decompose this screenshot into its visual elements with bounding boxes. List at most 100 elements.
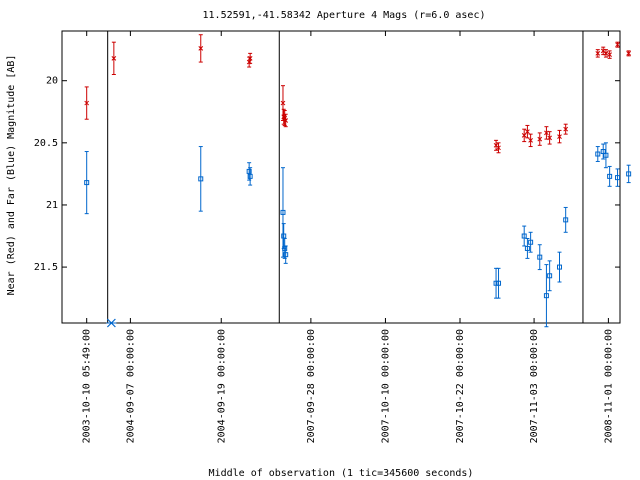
x-tick-label: 2004-09-07 00:00:00 — [125, 329, 136, 443]
data-point — [563, 206, 569, 233]
data-point — [543, 264, 549, 328]
data-point — [198, 146, 204, 212]
marker-square — [543, 293, 549, 299]
marker-square — [84, 180, 90, 186]
marker-x-b — [496, 145, 501, 151]
data-point — [603, 142, 609, 169]
data-point — [496, 267, 502, 299]
y-tick-label: 20.5 — [34, 138, 58, 149]
data-point — [283, 245, 289, 264]
data-point — [521, 225, 527, 247]
marker-square — [595, 151, 601, 157]
data-point — [111, 41, 117, 75]
y-axis-label: Near (Red) and Far (Blue) Magnitude [AB] — [6, 55, 17, 296]
chart-title: 11.52591,-41.58342 Aperture 4 Mags (r=6.… — [203, 10, 486, 21]
y-axis: 20 20.5 21 21.5 — [34, 76, 620, 273]
data-point — [247, 167, 253, 186]
plot-area — [61, 30, 621, 324]
data-point — [544, 126, 549, 140]
marker-x-b — [198, 46, 204, 51]
data-point — [615, 41, 620, 48]
data-point — [557, 129, 562, 144]
data-point — [600, 46, 606, 56]
marker-square — [537, 254, 543, 260]
marker-x-b — [247, 55, 253, 61]
x-tick-label: 2004-09-19 00:00:00 — [216, 329, 227, 443]
plot-frame — [61, 30, 621, 324]
y-tick-label: 21 — [46, 200, 58, 211]
series-0 — [84, 34, 631, 154]
marker-square — [547, 273, 553, 279]
data-point — [615, 168, 621, 187]
data-point — [563, 123, 569, 135]
marker-x-b — [595, 51, 601, 56]
marker-x-b — [493, 142, 499, 148]
marker-square — [247, 173, 253, 179]
marker-x-b — [615, 42, 620, 48]
marker-x-b — [528, 137, 533, 143]
marker-x-b — [603, 51, 609, 56]
data-point — [246, 162, 252, 181]
data-point — [547, 131, 552, 145]
data-point — [493, 139, 499, 151]
data-point — [525, 124, 530, 139]
marker-square — [283, 252, 289, 258]
marker-x-b — [521, 133, 527, 138]
marker-x-b — [84, 100, 90, 106]
marker-x-b — [111, 55, 117, 61]
marker-square — [280, 209, 286, 215]
data-point — [537, 132, 543, 146]
data-point — [547, 260, 553, 292]
data-point — [626, 164, 632, 184]
data-point — [528, 133, 533, 148]
x-tick-label: 2007-10-22 00:00:00 — [455, 329, 466, 443]
data-point — [283, 113, 289, 128]
x-tick-label: 2007-10-10 00:00:00 — [380, 329, 391, 443]
data-point — [247, 52, 253, 64]
data-point — [607, 165, 613, 187]
marker-x-b — [280, 100, 286, 106]
data-point — [557, 251, 563, 283]
x-tick-label: 2003-10-10 05:49:00 — [82, 329, 93, 443]
marker-square — [563, 217, 569, 223]
data-point — [521, 128, 527, 143]
data-point — [528, 231, 534, 253]
data-point — [607, 50, 612, 59]
data-point — [524, 238, 530, 259]
x-axis-label: Middle of observation (1 tic=345600 seco… — [209, 468, 474, 479]
marker-square — [600, 149, 606, 155]
marker-square — [528, 239, 534, 245]
marker-x-b — [525, 129, 530, 135]
offscale-marker — [106, 318, 117, 328]
marker-square — [615, 175, 621, 181]
marker-x-b — [547, 135, 552, 141]
x-tick-label: 2007-11-03 00:00:00 — [529, 329, 540, 443]
x-tick-label: 2007-09-28 00:00:00 — [306, 329, 317, 443]
data-marks — [84, 34, 632, 328]
series-1 — [84, 142, 632, 328]
data-point — [626, 50, 631, 57]
data-point — [280, 85, 286, 121]
x-axis: 2003-10-10 05:49:00 2004-09-07 00:00:00 20… — [82, 31, 614, 443]
marker-square — [603, 152, 609, 158]
data-point — [84, 151, 90, 215]
data-point — [595, 49, 601, 58]
marker-square — [198, 176, 204, 182]
marker-x-b — [557, 134, 562, 139]
data-point — [198, 34, 204, 63]
marker-square — [246, 168, 252, 174]
data-point — [603, 49, 609, 58]
data-point — [600, 143, 606, 160]
y-tick-label: 21.5 — [34, 262, 58, 273]
marker-x-b — [283, 118, 289, 123]
data-point — [84, 86, 90, 120]
y-tick-label: 20 — [46, 76, 58, 87]
data-point — [595, 146, 601, 162]
data-point — [496, 142, 501, 154]
data-point — [537, 244, 543, 271]
marker-x-b — [607, 52, 612, 57]
marker-square — [626, 171, 632, 177]
marker-square — [521, 233, 527, 239]
marker-x-b — [537, 136, 543, 142]
